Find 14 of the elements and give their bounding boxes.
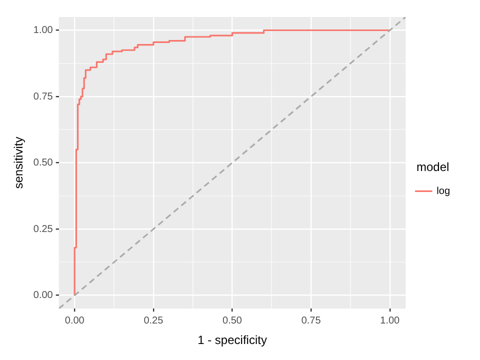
y-tick-label: 1.00 xyxy=(33,25,54,36)
y-axis-title: sensitivity xyxy=(12,136,26,189)
x-tick-label: 0.25 xyxy=(144,315,164,326)
y-tick-label: 0.00 xyxy=(33,290,54,302)
legend-label: log xyxy=(436,186,450,197)
x-tick-label: 0.00 xyxy=(64,315,85,326)
x-tick-label: 0.50 xyxy=(222,315,242,326)
x-tick-label: 1.00 xyxy=(380,315,400,326)
y-tick-label: 0.50 xyxy=(33,158,54,169)
legend-title: model xyxy=(416,160,450,174)
x-axis-title: 1 - specificity xyxy=(198,333,267,348)
x-tick-label: 0.75 xyxy=(301,315,322,326)
y-tick-label: 0.75 xyxy=(33,91,54,102)
y-tick-label: 0.25 xyxy=(33,224,54,235)
